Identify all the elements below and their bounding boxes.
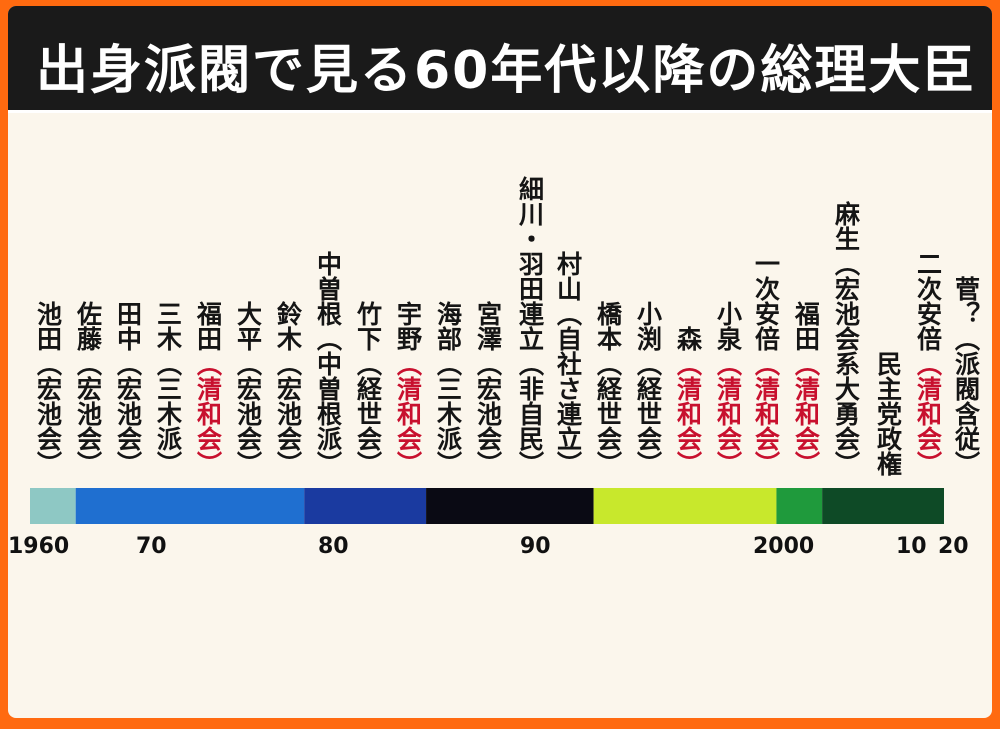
prime-minister-name: 池田 <box>33 301 63 351</box>
chart-frame: 出身派閥で見る60年代以降の総理大臣 池田 （宏池会） 佐藤 （宏池会） 田中 （宏池会）… <box>8 6 992 718</box>
faction-label: （三木派） <box>153 351 183 476</box>
faction-label: （宏池会） <box>33 351 63 476</box>
prime-minister-label: 小渕 （経世会） <box>631 301 665 476</box>
x-tick-label: 10 <box>896 534 927 559</box>
faction-label: （派閥含従） <box>951 326 981 476</box>
prime-minister-name: 一次安倍 <box>751 251 781 351</box>
timeline-segment <box>776 488 823 524</box>
faction-label: （三木派） <box>433 351 463 476</box>
prime-minister-name: 中曽根 <box>313 251 343 326</box>
faction-label: （宏池会） <box>113 351 143 476</box>
prime-minister-name: 民主党政権 <box>873 351 903 476</box>
prime-minister-name: 小泉 <box>713 301 743 351</box>
prime-minister-label: 麻生 （宏池会系大勇会） <box>829 201 863 476</box>
faction-label: （清和会） <box>913 351 943 476</box>
prime-minister-label: 大平 （宏池会） <box>231 301 265 476</box>
timeline-segment <box>426 488 594 524</box>
prime-minister-name: 二次安倍 <box>913 251 943 351</box>
timeline-segment <box>593 488 777 524</box>
prime-minister-name: 麻生 <box>831 201 861 251</box>
prime-minister-name: 鈴木 <box>273 301 303 351</box>
prime-minister-label: 福田 （清和会） <box>191 301 225 476</box>
prime-minister-label: 田中 （宏池会） <box>111 301 145 476</box>
prime-minister-name: 福田 <box>193 301 223 351</box>
faction-label: （自社さ連立） <box>553 301 583 476</box>
prime-minister-label: 二次安倍 （清和会） <box>911 251 945 476</box>
prime-minister-label: 一次安倍 （清和会） <box>749 251 783 476</box>
prime-minister-name: 小渕 <box>633 301 663 351</box>
prime-minister-label: 森（清和会） <box>671 326 705 476</box>
prime-minister-label: 宇野 （清和会） <box>391 301 425 476</box>
prime-minister-label: 村山 （自社さ連立） <box>551 251 585 476</box>
prime-minister-name: 菅？ <box>951 276 981 326</box>
prime-minister-name: 海部 <box>433 301 463 351</box>
timeline-bar <box>30 488 944 524</box>
faction-label: （経世会） <box>633 351 663 476</box>
prime-minister-name: 佐藤 <box>73 301 103 351</box>
page-title: 出身派閥で見る60年代以降の総理大臣 <box>36 41 977 101</box>
faction-label: （清和会） <box>751 351 781 476</box>
faction-label: （経世会） <box>353 351 383 476</box>
prime-minister-label: 池田 （宏池会） <box>31 301 65 476</box>
x-tick-label: 20 <box>938 534 969 559</box>
faction-label: （清和会） <box>193 351 223 476</box>
x-tick-label: 90 <box>520 534 551 559</box>
prime-minister-label: 菅？ （派閥含従） <box>949 276 983 476</box>
timeline-segment <box>30 488 76 524</box>
prime-minister-label: 民主党政権 <box>871 351 905 476</box>
x-tick-label: 80 <box>318 534 349 559</box>
prime-minister-label: 福田 （清和会） <box>789 301 823 476</box>
faction-label: （宏池会） <box>473 351 503 476</box>
prime-minister-name: 森 <box>673 326 703 351</box>
faction-label: （宏池会） <box>73 351 103 476</box>
prime-minister-label: 佐藤 （宏池会） <box>71 301 105 476</box>
title-bar: 出身派閥で見る60年代以降の総理大臣 <box>8 6 992 113</box>
prime-minister-label: 竹下 （経世会） <box>351 301 385 476</box>
faction-label: （宏池会） <box>233 351 263 476</box>
faction-label: 連立（非自民） <box>515 301 545 476</box>
prime-minister-name: 細川・羽田 <box>515 176 545 301</box>
timeline-segment <box>822 488 944 524</box>
x-tick-label: 70 <box>136 534 167 559</box>
prime-minister-label: 宮澤 （宏池会） <box>471 301 505 476</box>
faction-label: （経世会） <box>593 351 623 476</box>
prime-minister-label: 中曽根 （中曽根派） <box>311 251 345 476</box>
faction-label: （中曽根派） <box>313 326 343 476</box>
prime-minister-name: 橋本 <box>593 301 623 351</box>
faction-label: （清和会） <box>713 351 743 476</box>
faction-label: （清和会） <box>673 351 703 476</box>
prime-minister-name: 宇野 <box>393 301 423 351</box>
prime-minister-label: 細川・羽田 連立（非自民） <box>513 176 547 476</box>
prime-minister-name: 宮澤 <box>473 301 503 351</box>
x-tick-label: 2000 <box>753 534 815 559</box>
faction-label: （宏池会） <box>273 351 303 476</box>
prime-minister-label: 鈴木 （宏池会） <box>271 301 305 476</box>
prime-minister-list: 池田 （宏池会） 佐藤 （宏池会） 田中 （宏池会） 三木 （三木派） 福田 （清和会） 大平 （宏池… <box>8 6 992 718</box>
prime-minister-label: 海部 （三木派） <box>431 301 465 476</box>
prime-minister-name: 三木 <box>153 301 183 351</box>
faction-label: （宏池会系大勇会） <box>831 251 861 476</box>
prime-minister-name: 村山 <box>553 251 583 301</box>
timeline-segment <box>75 488 305 524</box>
faction-label: （清和会） <box>791 351 821 476</box>
prime-minister-label: 橋本 （経世会） <box>591 301 625 476</box>
prime-minister-name: 田中 <box>113 301 143 351</box>
x-tick-label: 1960 <box>8 534 70 559</box>
prime-minister-name: 福田 <box>791 301 821 351</box>
prime-minister-name: 竹下 <box>353 301 383 351</box>
timeline-segment <box>304 488 427 524</box>
prime-minister-label: 小泉 （清和会） <box>711 301 745 476</box>
prime-minister-name: 大平 <box>233 301 263 351</box>
prime-minister-label: 三木 （三木派） <box>151 301 185 476</box>
faction-label: （清和会） <box>393 351 423 476</box>
